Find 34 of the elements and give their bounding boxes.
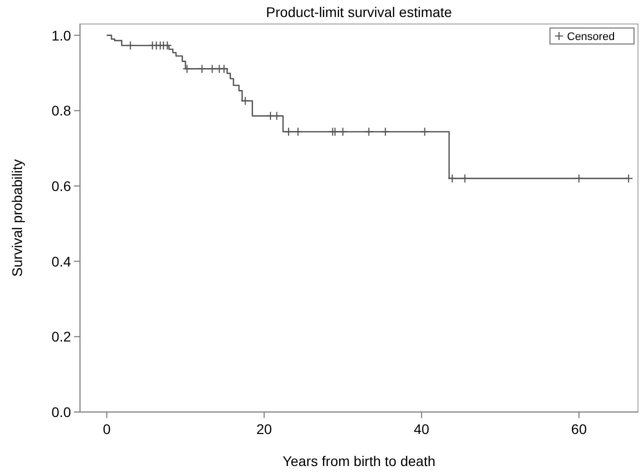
chart-title: Product-limit survival estimate [266,4,452,20]
point [448,174,457,183]
point [284,127,294,136]
x-axis-title: Years from birth to death [282,453,436,469]
point [208,64,217,74]
y-axis-title: Survival probability [9,159,25,277]
point [330,127,340,136]
point [219,64,229,74]
point [364,127,374,136]
point [126,40,135,50]
y-tick-label: 0.0 [52,404,72,420]
point [240,96,250,106]
point [266,111,276,120]
point [420,127,430,136]
point [460,174,470,183]
point [293,127,303,136]
point [338,127,348,136]
legend-label: Censored [567,31,615,43]
point [272,111,282,120]
y-tick-label: 0.4 [52,253,72,270]
point [624,174,634,183]
point [574,174,584,183]
point [197,64,207,74]
x-tick-label: 60 [571,421,587,437]
y-tick-label: 1.0 [52,27,72,44]
y-tick-label: 0.8 [52,102,72,119]
point [380,127,390,136]
point [162,40,172,50]
x-tick-label: 20 [256,421,272,437]
y-tick-label: 0.6 [52,178,72,194]
x-tick-label: 0 [102,421,111,437]
y-tick-label: 0.2 [52,328,72,345]
x-tick-label: 40 [414,421,430,437]
point [182,64,192,74]
